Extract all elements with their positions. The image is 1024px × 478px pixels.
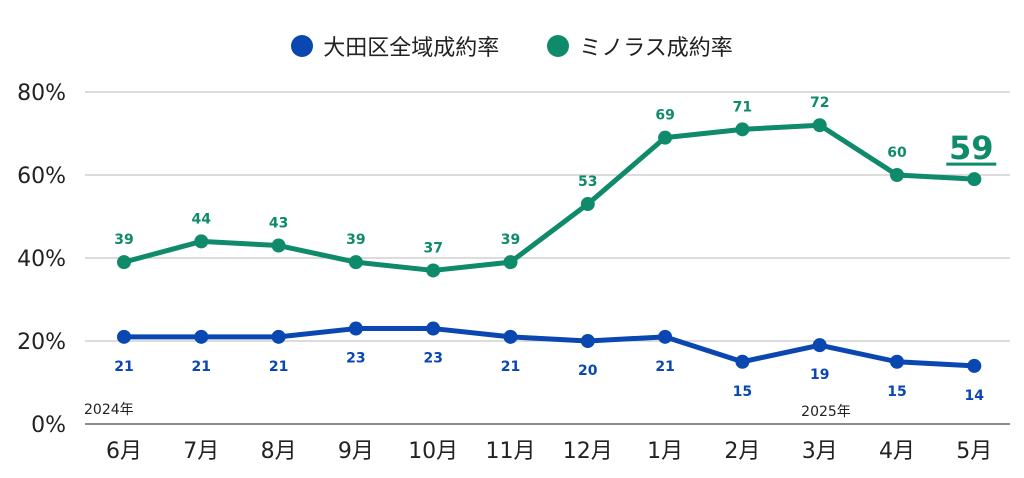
x-tick-label: 9月 — [338, 439, 374, 464]
data-label: 21 — [269, 359, 288, 375]
x-tick-label: 7月 — [183, 439, 219, 464]
y-tick-label: 80% — [17, 81, 66, 106]
year-label: 2024年 — [84, 402, 134, 418]
data-point — [348, 255, 363, 270]
x-tick-label: 5月 — [956, 439, 992, 464]
data-label: 21 — [114, 359, 133, 375]
data-point — [967, 172, 982, 187]
y-tick-label: 40% — [17, 247, 66, 272]
data-point — [735, 354, 750, 369]
legend-item-ota: 大田区全域成約率 — [291, 30, 499, 62]
data-point — [271, 238, 286, 253]
data-label: 37 — [423, 240, 442, 256]
x-tick-label: 4月 — [879, 439, 915, 464]
data-point — [117, 255, 131, 270]
year-label: 2025年 — [801, 404, 851, 420]
data-label: 53 — [578, 174, 597, 190]
x-tick-label: 10月 — [408, 439, 458, 464]
data-point — [812, 118, 827, 133]
data-point — [271, 329, 286, 344]
y-tick-label: 20% — [17, 330, 66, 355]
legend-label-minolas: ミノラス成約率 — [579, 36, 733, 61]
data-point — [735, 122, 750, 137]
highlight-value-label: 59 — [949, 129, 994, 167]
data-label: 23 — [346, 351, 365, 367]
data-label: 21 — [192, 359, 211, 375]
data-point — [503, 255, 518, 270]
data-point — [580, 334, 595, 348]
data-point — [194, 234, 209, 249]
data-label: 15 — [733, 384, 752, 400]
data-label: 21 — [501, 359, 520, 375]
legend-marker-ota — [291, 35, 314, 57]
x-tick-label: 11月 — [486, 439, 536, 464]
data-label: 21 — [655, 359, 674, 375]
data-point — [117, 329, 131, 344]
legend-item-minolas: ミノラス成約率 — [547, 30, 733, 62]
x-tick-label: 8月 — [261, 439, 297, 464]
data-label: 72 — [810, 95, 829, 111]
data-point — [503, 329, 518, 344]
y-tick-label: 0% — [31, 413, 66, 438]
data-label: 23 — [423, 351, 442, 367]
data-label: 39 — [114, 232, 133, 248]
x-tick-label: 1月 — [647, 439, 683, 464]
data-point — [426, 321, 441, 336]
data-label: 69 — [655, 108, 674, 124]
x-tick-label: 12月 — [563, 439, 613, 464]
data-point — [426, 263, 441, 278]
data-label: 43 — [269, 216, 288, 232]
x-tick-label: 2月 — [724, 439, 760, 464]
data-label: 39 — [346, 232, 365, 248]
data-point — [348, 321, 363, 336]
data-label: 15 — [887, 384, 906, 400]
data-label: 19 — [810, 367, 829, 383]
y-tick-label: 60% — [17, 164, 66, 189]
data-point — [890, 168, 904, 182]
data-label: 44 — [192, 211, 212, 227]
series-line — [121, 326, 977, 369]
legend-marker-minolas — [547, 35, 570, 57]
data-point — [812, 338, 827, 353]
chart-legend: 大田区全域成約率 ミノラス成約率 — [0, 30, 1024, 62]
x-tick-label: 6月 — [106, 439, 142, 464]
data-label: 71 — [733, 99, 752, 115]
data-label: 39 — [501, 232, 520, 248]
data-label: 20 — [578, 363, 598, 379]
data-point — [658, 130, 673, 145]
x-tick-label: 3月 — [802, 439, 838, 464]
data-point — [580, 197, 595, 212]
data-point — [658, 329, 673, 344]
series-line — [121, 122, 977, 273]
data-point — [967, 358, 982, 373]
legend-label-ota: 大田区全域成約率 — [323, 36, 500, 61]
data-label: 14 — [965, 388, 985, 404]
data-point — [194, 329, 209, 344]
data-point — [890, 354, 904, 369]
data-label: 60 — [887, 145, 907, 161]
